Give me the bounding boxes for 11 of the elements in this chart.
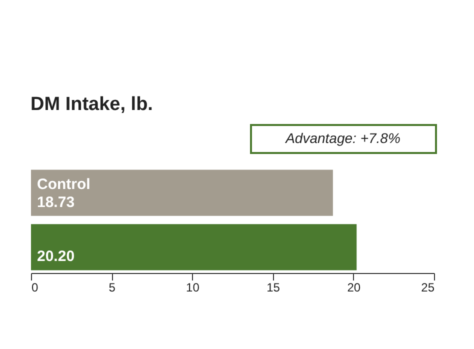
x-tick-label: 25 (421, 280, 435, 294)
x-tick-label: 15 (266, 280, 280, 294)
text: Advantage: +7.8% (284, 130, 400, 146)
x-tick-label: 5 (108, 280, 116, 294)
x-tick-label: 20 (347, 280, 361, 294)
chart-title: DM Intake, lb. (30, 94, 153, 115)
x-tick-label: 10 (186, 280, 200, 294)
data-label: 18.73 (37, 194, 75, 211)
x-tick-label: 0 (32, 280, 38, 294)
data-label: 20.20 (37, 248, 75, 266)
y-tick-label: Control (37, 176, 90, 193)
